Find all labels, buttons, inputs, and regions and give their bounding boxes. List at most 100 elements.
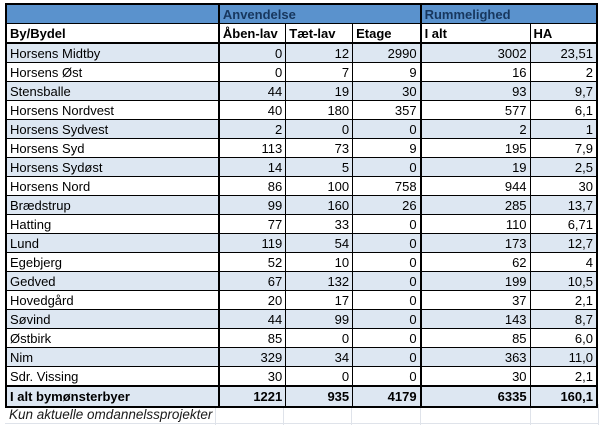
row-name-cell[interactable]: Horsens Midtby: [5, 42, 220, 63]
column-header-aaben-lav[interactable]: Åben-lav: [217, 23, 287, 44]
row-name-cell[interactable]: Hovedgård: [5, 290, 220, 310]
value-cell[interactable]: 19: [285, 81, 354, 101]
value-cell[interactable]: 10,5: [529, 271, 598, 291]
value-cell[interactable]: 173: [419, 233, 531, 253]
value-cell[interactable]: 0: [217, 62, 287, 82]
row-name-cell[interactable]: Nim: [5, 347, 220, 367]
value-cell[interactable]: 357: [352, 100, 422, 120]
total-cell[interactable]: 935: [285, 385, 354, 408]
value-cell[interactable]: 33: [285, 214, 354, 234]
value-cell[interactable]: 16: [419, 62, 531, 82]
value-cell[interactable]: 363: [419, 347, 531, 367]
total-cell[interactable]: 4179: [352, 385, 422, 408]
value-cell[interactable]: 99: [285, 309, 354, 329]
value-cell[interactable]: 9: [352, 62, 422, 82]
value-cell[interactable]: 0: [352, 252, 422, 272]
value-cell[interactable]: 17: [285, 290, 354, 310]
value-cell[interactable]: 2,5: [529, 157, 598, 177]
value-cell[interactable]: 143: [419, 309, 531, 329]
value-cell[interactable]: 73: [285, 138, 354, 158]
value-cell[interactable]: 44: [217, 309, 287, 329]
value-cell[interactable]: 7: [285, 62, 354, 82]
total-cell[interactable]: 160,1: [529, 385, 598, 408]
value-cell[interactable]: 944: [419, 176, 531, 196]
column-header-by-bydel[interactable]: By/Bydel: [5, 23, 220, 44]
value-cell[interactable]: 100: [285, 176, 354, 196]
value-cell[interactable]: 577: [419, 100, 531, 120]
value-cell[interactable]: 0: [352, 309, 422, 329]
value-cell[interactable]: 0: [285, 328, 354, 348]
value-cell[interactable]: 0: [352, 214, 422, 234]
value-cell[interactable]: 99: [217, 195, 287, 215]
value-cell[interactable]: 285: [419, 195, 531, 215]
value-cell[interactable]: 12: [285, 42, 354, 63]
row-name-cell[interactable]: Horsens Nord: [5, 176, 220, 196]
value-cell[interactable]: 30: [217, 366, 287, 387]
value-cell[interactable]: 180: [285, 100, 354, 120]
value-cell[interactable]: 8,7: [529, 309, 598, 329]
value-cell[interactable]: 1: [529, 119, 598, 139]
blank-header-cell[interactable]: [5, 3, 220, 24]
value-cell[interactable]: 10: [285, 252, 354, 272]
value-cell[interactable]: 9,7: [529, 81, 598, 101]
value-cell[interactable]: 0: [352, 366, 422, 387]
group-header-rummelighed[interactable]: Rummelighed: [419, 3, 598, 24]
value-cell[interactable]: 30: [419, 366, 531, 387]
value-cell[interactable]: 0: [352, 157, 422, 177]
value-cell[interactable]: 3002: [419, 42, 531, 63]
row-name-cell[interactable]: Horsens Sydøst: [5, 157, 220, 177]
value-cell[interactable]: 30: [352, 81, 422, 101]
row-name-cell[interactable]: Sdr. Vissing: [5, 366, 220, 387]
value-cell[interactable]: 0: [352, 271, 422, 291]
value-cell[interactable]: 37: [419, 290, 531, 310]
value-cell[interactable]: 11,0: [529, 347, 598, 367]
row-name-cell[interactable]: Stensballe: [5, 81, 220, 101]
row-name-cell[interactable]: Horsens Syd: [5, 138, 220, 158]
total-cell[interactable]: 1221: [217, 385, 287, 408]
row-name-cell[interactable]: Horsens Nordvest: [5, 100, 220, 120]
total-cell[interactable]: 6335: [419, 385, 531, 408]
value-cell[interactable]: 2: [529, 62, 598, 82]
total-row-label[interactable]: I alt bymønsterbyer: [5, 385, 220, 408]
value-cell[interactable]: 329: [217, 347, 287, 367]
value-cell[interactable]: 2,1: [529, 366, 598, 387]
value-cell[interactable]: 40: [217, 100, 287, 120]
value-cell[interactable]: 62: [419, 252, 531, 272]
value-cell[interactable]: 44: [217, 81, 287, 101]
value-cell[interactable]: 2,1: [529, 290, 598, 310]
value-cell[interactable]: 12,7: [529, 233, 598, 253]
value-cell[interactable]: 52: [217, 252, 287, 272]
value-cell[interactable]: 85: [217, 328, 287, 348]
value-cell[interactable]: 20: [217, 290, 287, 310]
value-cell[interactable]: 13,7: [529, 195, 598, 215]
column-header-i-alt[interactable]: I alt: [419, 23, 531, 44]
value-cell[interactable]: 0: [352, 347, 422, 367]
row-name-cell[interactable]: Horsens Sydvest: [5, 119, 220, 139]
value-cell[interactable]: 0: [285, 119, 354, 139]
value-cell[interactable]: 6,71: [529, 214, 598, 234]
value-cell[interactable]: 2990: [352, 42, 422, 63]
value-cell[interactable]: 93: [419, 81, 531, 101]
value-cell[interactable]: 0: [217, 42, 287, 63]
row-name-cell[interactable]: Hatting: [5, 214, 220, 234]
value-cell[interactable]: 14: [217, 157, 287, 177]
value-cell[interactable]: 7,9: [529, 138, 598, 158]
value-cell[interactable]: 160: [285, 195, 354, 215]
value-cell[interactable]: 119: [217, 233, 287, 253]
value-cell[interactable]: 6,0: [529, 328, 598, 348]
value-cell[interactable]: 199: [419, 271, 531, 291]
value-cell[interactable]: 85: [419, 328, 531, 348]
row-name-cell[interactable]: Østbirk: [5, 328, 220, 348]
value-cell[interactable]: 0: [352, 119, 422, 139]
value-cell[interactable]: 30: [529, 176, 598, 196]
value-cell[interactable]: 19: [419, 157, 531, 177]
value-cell[interactable]: 77: [217, 214, 287, 234]
value-cell[interactable]: 26: [352, 195, 422, 215]
value-cell[interactable]: 0: [352, 328, 422, 348]
value-cell[interactable]: 195: [419, 138, 531, 158]
value-cell[interactable]: 0: [352, 233, 422, 253]
row-name-cell[interactable]: Søvind: [5, 309, 220, 329]
value-cell[interactable]: 4: [529, 252, 598, 272]
column-header-ha[interactable]: HA: [529, 23, 598, 44]
value-cell[interactable]: 9: [352, 138, 422, 158]
